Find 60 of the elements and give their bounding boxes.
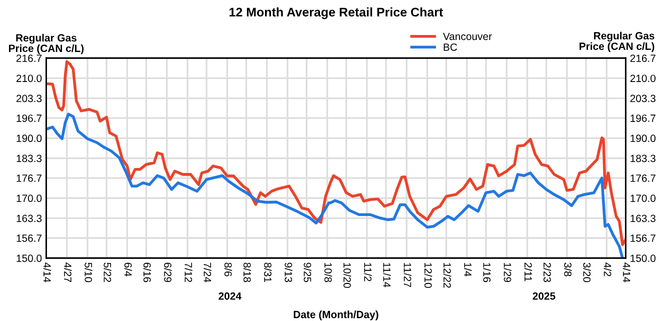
x-tick-label: 6/16: [143, 262, 152, 282]
y2-tick-label: 203.3: [630, 94, 656, 102]
x-tick-label: 7/12: [184, 262, 192, 282]
x-axis-title: Date (Month/Day): [294, 310, 378, 320]
y2-tick-label: 183.3: [630, 154, 656, 162]
y-tick-label: 163.3: [16, 214, 42, 222]
x-tick-label: 9/25: [304, 262, 312, 282]
x-tick-label: 12/10: [424, 263, 432, 288]
y-tick-label: 203.3: [16, 94, 42, 102]
x-tick-label: 5/10: [84, 262, 92, 282]
x-tick-label: 3/8: [564, 262, 572, 276]
x-tick-label: 1/4: [464, 263, 472, 276]
chart-title: 12 Month Average Retail Price Chart: [230, 7, 443, 20]
y-tick-label: 170.0: [16, 194, 42, 202]
x-tick-label: 10/8: [324, 263, 332, 282]
y2-axis-title: Regular Gas Price (CAN c/L): [580, 32, 654, 52]
x-tick-label: 7/24: [204, 262, 212, 282]
x-tick-label: 1/29: [504, 263, 512, 282]
text: 2024: [218, 292, 242, 300]
x-tick-label: 10/20: [343, 263, 352, 288]
y2-tick-label: 170.0: [630, 194, 656, 202]
y2-tick-label: 156.7: [630, 234, 656, 242]
x-tick-label: 8/18: [243, 262, 252, 282]
x-tick-label: 4/2: [604, 262, 612, 276]
y-tick-label: 150.0: [16, 254, 42, 262]
x-tick-label: 2/11: [524, 262, 532, 282]
x-tick-label: 11/27: [404, 263, 412, 288]
y-tick-label: 183.3: [16, 154, 42, 162]
x-tick-label: 4/14: [622, 262, 631, 282]
y2-tick-label: 210.0: [630, 74, 656, 82]
text: 2025: [532, 292, 556, 300]
y2-tick-label: 150.0: [630, 254, 656, 262]
y-tick-label: 210.0: [16, 74, 42, 82]
y-tick-label: 196.7: [16, 114, 42, 122]
x-tick-label: 6/4: [124, 262, 132, 276]
x-tick-label: 8/6: [224, 262, 232, 276]
x-tick-label: 4/14: [43, 262, 52, 282]
y-tick-label: 176.7: [16, 174, 42, 182]
x-tick-label: 6/29: [164, 262, 172, 282]
y-tick-label: 216.7: [16, 54, 42, 62]
y-tick-label: 190.0: [16, 134, 42, 142]
y2-tick-label: 216.7: [630, 54, 656, 62]
x-tick-label: 5/22: [104, 262, 112, 282]
y2-tick-label: 190.0: [630, 134, 656, 142]
x-tick-label: 9/13: [284, 262, 292, 282]
x-tick-label: 1/16: [483, 263, 491, 282]
y2-tick-label: 163.3: [630, 214, 656, 222]
x-tick-label: 8/31: [264, 262, 272, 282]
y2-tick-label: 176.7: [630, 174, 656, 182]
x-tick-label: 4/27: [64, 262, 72, 282]
legend-label: BC: [444, 43, 458, 51]
x-tick-label: 3/20: [583, 262, 591, 282]
y-axis-title: Regular Gas Price (CAN c/L): [8, 34, 84, 54]
y2-tick-label: 196.7: [630, 114, 656, 122]
legend-label: Vancouver: [442, 32, 492, 40]
x-tick-label: 11/14: [383, 263, 391, 288]
x-tick-label: 12/22: [443, 263, 452, 288]
x-tick-label: 11/2: [364, 263, 372, 282]
x-tick-label: 2/23: [544, 262, 552, 282]
y-tick-label: 156.7: [16, 234, 42, 242]
